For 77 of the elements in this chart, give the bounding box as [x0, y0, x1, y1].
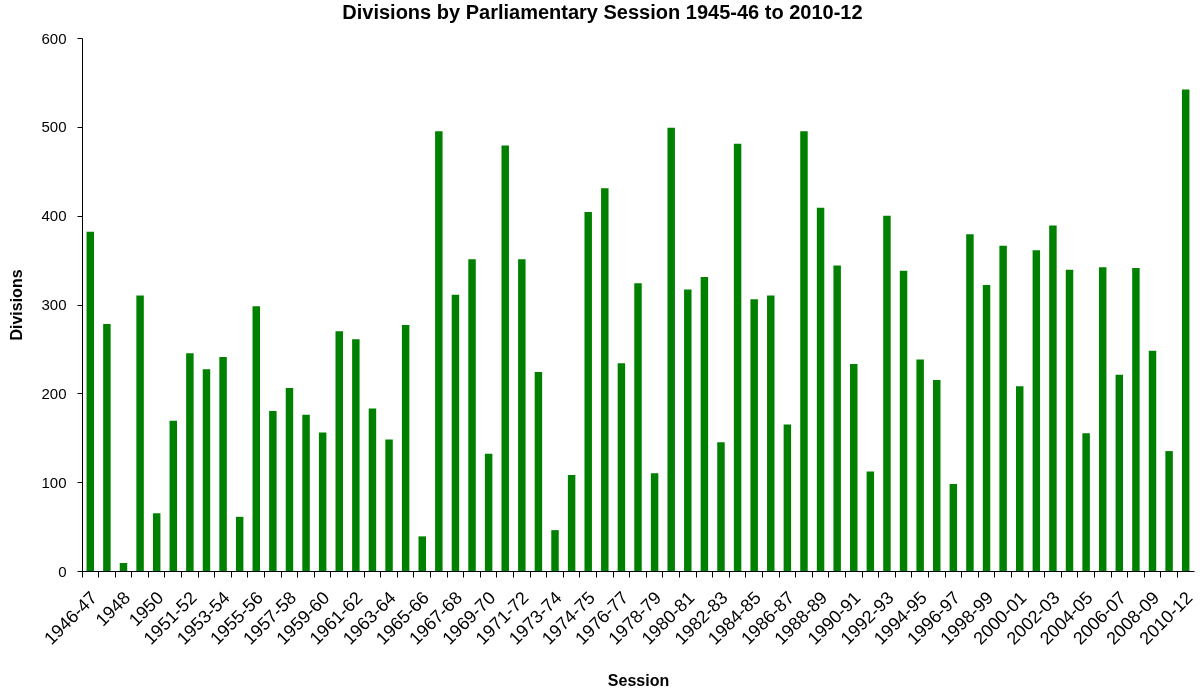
bar — [202, 369, 211, 571]
bar — [551, 530, 559, 571]
bar — [518, 259, 526, 571]
bar — [1032, 250, 1041, 571]
bar — [468, 259, 476, 571]
y-axis-title: Divisions — [8, 269, 26, 341]
bar — [335, 331, 343, 571]
bar — [700, 276, 709, 571]
bar — [816, 207, 825, 571]
bar — [634, 283, 642, 571]
bar — [401, 324, 410, 571]
bar — [982, 284, 991, 571]
bar — [385, 439, 393, 571]
y-tick-label: 600 — [41, 29, 67, 47]
bar — [235, 516, 244, 571]
bar — [667, 127, 675, 571]
bar — [302, 414, 310, 571]
bar — [285, 388, 294, 571]
bar — [800, 131, 808, 571]
bar — [368, 408, 377, 571]
bar — [451, 294, 460, 571]
bar — [949, 483, 958, 571]
bar — [1065, 269, 1074, 571]
bar — [1132, 268, 1140, 571]
y-tick-label: 500 — [41, 118, 67, 136]
bar — [1148, 350, 1157, 571]
bar — [1181, 89, 1190, 571]
bar — [717, 442, 725, 571]
bar — [152, 513, 161, 571]
x-axis-title: Session — [607, 671, 670, 689]
y-tick-label: 100 — [41, 473, 67, 491]
bar — [650, 473, 659, 571]
bar — [916, 359, 924, 571]
bar — [1016, 386, 1024, 571]
chart-title: Divisions by Parliamentary Session 1945-46 to 2010-12 — [342, 1, 863, 23]
bar — [617, 363, 626, 571]
bar — [352, 339, 360, 571]
bar — [534, 372, 543, 571]
bar — [1098, 267, 1107, 571]
y-tick-label: 300 — [41, 296, 67, 313]
bar — [866, 471, 875, 571]
bar — [1115, 374, 1124, 571]
bar — [186, 353, 194, 571]
bar — [318, 432, 327, 571]
bar — [136, 295, 144, 571]
bar — [733, 143, 742, 571]
bar — [169, 420, 178, 571]
bar — [567, 475, 576, 571]
bar — [1049, 225, 1057, 571]
bar — [966, 234, 974, 571]
bar — [418, 536, 426, 571]
bar — [219, 356, 227, 571]
bar — [269, 411, 277, 571]
bar — [750, 299, 758, 571]
bar — [584, 212, 592, 571]
bar — [833, 265, 841, 571]
bar — [103, 324, 111, 571]
bar — [783, 424, 792, 571]
bar — [86, 231, 95, 571]
y-tick-label: 0 — [58, 562, 67, 580]
bar — [684, 289, 692, 571]
bar — [999, 245, 1007, 571]
bar — [883, 215, 891, 571]
bar — [435, 131, 443, 571]
bar — [899, 270, 908, 571]
bar — [119, 563, 128, 571]
bar — [601, 188, 609, 571]
bar — [933, 380, 941, 571]
y-tick-label: 400 — [41, 207, 67, 225]
bar — [767, 295, 775, 571]
y-tick-label: 200 — [41, 384, 67, 402]
bar — [850, 364, 858, 571]
bar — [501, 145, 509, 571]
bar — [484, 453, 493, 571]
bar — [252, 306, 260, 571]
bar — [1082, 433, 1090, 571]
bar — [1165, 451, 1173, 571]
